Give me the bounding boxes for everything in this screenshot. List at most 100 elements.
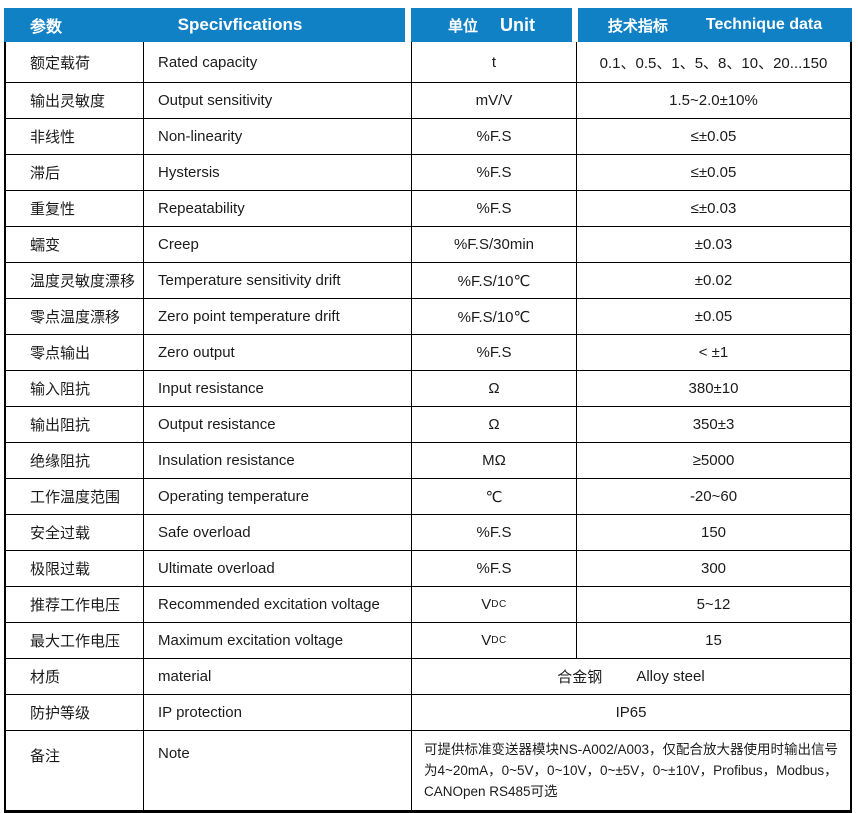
value-cell: 5~12 (576, 587, 850, 622)
header-param-cn: 参数 (30, 19, 63, 36)
header-segment-unit: 单位 Unit (411, 8, 572, 42)
param-name-cn: 工作温度范围 (30, 489, 121, 506)
spec-name-en: Zero point temperature drift (143, 299, 411, 334)
value-cell: 0.1、0.5、1、5、8、10、20...150 (576, 42, 850, 82)
value-cell: 150 (576, 515, 850, 550)
value-cell: ≥5000 (576, 443, 850, 478)
spec-name-en: Repeatability (143, 191, 411, 226)
unit-cell: %F.S (411, 119, 576, 154)
spec-name-en: material (143, 659, 411, 694)
table-row: 输出阻抗 Output resistance Ω 350±3 (6, 406, 850, 442)
table-row: 材质 material 合金钢 Alloy steel (6, 658, 850, 694)
param-name-cn: 安全过载 (30, 525, 91, 542)
merged-value-cell: 合金钢 Alloy steel (411, 659, 850, 694)
header-unit-cn: 单位 (447, 17, 478, 35)
value-cell: 1.5~2.0±10% (576, 83, 850, 118)
param-name-cn: 额定载荷 (30, 54, 91, 72)
table-row: 极限过载 Ultimate overload %F.S 300 (6, 550, 850, 586)
header-spec-en: Specivfications (177, 15, 303, 34)
spec-name-en: Safe overload (143, 515, 411, 550)
spec-name-en: Operating temperature (143, 479, 411, 514)
unit-cell: V DC (411, 623, 576, 658)
spec-name-en: Non-linearity (143, 119, 411, 154)
merged-value-cell: IP65 (411, 695, 850, 730)
table-header: 参数 Specivfications 单位 Unit 技术指标 Techniqu… (4, 8, 852, 42)
unit-subscript: DC (491, 599, 507, 610)
param-name-cn: 滞后 (30, 165, 61, 182)
table-row: 安全过载 Safe overload %F.S 150 (6, 514, 850, 550)
param-name-cn: 输入阻抗 (30, 381, 91, 398)
material-value-en: Alloy steel (636, 668, 705, 685)
param-name-cn: 极限过载 (30, 561, 91, 578)
param-name-cn: 输出灵敏度 (30, 93, 106, 110)
table-row: 输出灵敏度 Output sensitivity mV/V 1.5~2.0±10% (6, 82, 850, 118)
param-name-cn: 备注 (30, 748, 61, 765)
spec-name-en: Ultimate overload (143, 551, 411, 586)
spec-name-en: Maximum excitation voltage (143, 623, 411, 658)
value-cell: ±0.05 (576, 299, 850, 334)
header-data-cn: 技术指标 (607, 17, 668, 35)
spec-name-en: IP protection (143, 695, 411, 730)
value-cell: 380±10 (576, 371, 850, 406)
table-row: 工作温度范围 Operating temperature ℃ -20~60 (6, 478, 850, 514)
unit-cell: ℃ (411, 479, 576, 514)
table-row: 绝缘阻抗 Insulation resistance MΩ ≥5000 (6, 442, 850, 478)
value-cell: ≤±0.05 (576, 119, 850, 154)
param-name-cn: 防护等级 (30, 705, 91, 722)
value-cell: 350±3 (576, 407, 850, 442)
table-row: 蠕变 Creep %F.S/30min ±0.03 (6, 226, 850, 262)
table-row: 重复性 Repeatability %F.S ≤±0.03 (6, 190, 850, 226)
param-name-cn: 材质 (30, 669, 61, 686)
value-cell: ±0.03 (576, 227, 850, 262)
param-name-cn: 蠕变 (30, 237, 61, 254)
table-row: 额定载荷 Rated capacity t 0.1、0.5、1、5、8、10、20..… (6, 42, 850, 82)
unit-cell: MΩ (411, 443, 576, 478)
unit-cell: Ω (411, 407, 576, 442)
spec-name-en: Rated capacity (143, 42, 411, 82)
value-cell: 300 (576, 551, 850, 586)
material-value-cn: 合金钢 (557, 669, 603, 686)
param-name-cn: 重复性 (30, 201, 76, 218)
param-name-cn: 推荐工作电压 (30, 597, 121, 614)
table-row: 零点输出 Zero output %F.S < ±1 (6, 334, 850, 370)
unit-cell: t (411, 42, 576, 82)
value-cell: ≤±0.05 (576, 155, 850, 190)
spec-table-body: 额定载荷 Rated capacity t 0.1、0.5、1、5、8、10、20..… (4, 42, 852, 813)
param-name-cn: 温度灵敏度漂移 (30, 273, 136, 290)
spec-name-en: Hystersis (143, 155, 411, 190)
header-segment-data: 技术指标 Technique data (578, 8, 852, 42)
value-cell: 15 (576, 623, 850, 658)
value-cell: -20~60 (576, 479, 850, 514)
param-name-cn: 绝缘阻抗 (30, 453, 91, 470)
unit-cell: %F.S (411, 335, 576, 370)
table-row: 最大工作电压 Maximum excitation voltage V DC 15 (6, 622, 850, 658)
unit-cell: %F.S (411, 155, 576, 190)
spec-name-en: Insulation resistance (143, 443, 411, 478)
spec-name-en: Output resistance (143, 407, 411, 442)
param-name-cn: 非线性 (30, 129, 76, 146)
unit-cell: %F.S/10℃ (411, 299, 576, 334)
unit-cell: %F.S (411, 515, 576, 550)
unit-cell: %F.S/10℃ (411, 263, 576, 298)
unit-cell: Ω (411, 371, 576, 406)
unit-cell: %F.S/30min (411, 227, 576, 262)
unit-cell: mV/V (411, 83, 576, 118)
merged-value-cell: 可提供标准变送器模块NS-A002/A003，仅配合放大器使用时输出信号为4~2… (411, 731, 850, 810)
header-segment-param-spec: 参数 Specivfications (4, 8, 405, 42)
spec-name-en: Note (143, 731, 411, 810)
spec-name-en: Temperature sensitivity drift (143, 263, 411, 298)
table-row: 零点温度漂移 Zero point temperature drift %F.S/1… (6, 298, 850, 334)
table-row: 防护等级 IP protection IP65 (6, 694, 850, 730)
spec-name-en: Recommended excitation voltage (143, 587, 411, 622)
table-row: 滞后 Hystersis %F.S ≤±0.05 (6, 154, 850, 190)
spec-name-en: Creep (143, 227, 411, 262)
value-cell: < ±1 (576, 335, 850, 370)
param-name-cn: 最大工作电压 (30, 633, 121, 650)
value-cell: ≤±0.03 (576, 191, 850, 226)
spec-name-en: Zero output (143, 335, 411, 370)
unit-cell: %F.S (411, 191, 576, 226)
param-name-cn: 零点输出 (30, 345, 91, 362)
table-row: 推荐工作电压 Recommended excitation voltage V DC 5… (6, 586, 850, 622)
spec-name-en: Input resistance (143, 371, 411, 406)
table-row: 输入阻抗 Input resistance Ω 380±10 (6, 370, 850, 406)
